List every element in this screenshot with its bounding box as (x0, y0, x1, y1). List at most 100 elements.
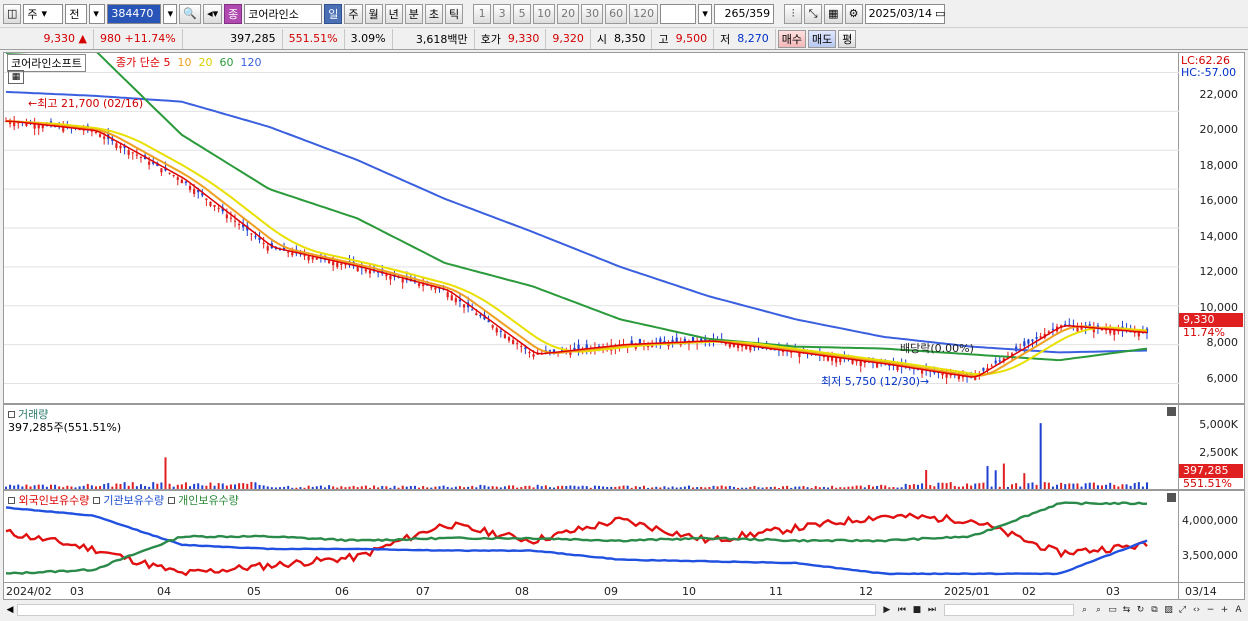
volume-bar (123, 482, 126, 489)
candle-body (781, 350, 785, 353)
volume-bar (409, 486, 412, 489)
rewind-icon[interactable]: ⏮ (897, 605, 906, 615)
volume-bar (450, 487, 453, 489)
volume-bar (843, 487, 846, 489)
volume-bar (303, 487, 306, 489)
interval-30[interactable]: 30 (581, 3, 604, 24)
volume-bar (933, 486, 936, 489)
volume-bar (180, 484, 183, 489)
scrollbar-track[interactable] (16, 604, 877, 616)
volume-bar (896, 487, 899, 489)
play-icon[interactable]: ▶ (883, 605, 891, 615)
period-month[interactable]: 월 (364, 3, 383, 24)
y-tick: 22,000 (1199, 88, 1239, 101)
period-day[interactable]: 일 (324, 3, 343, 24)
stop-icon[interactable]: ■ (912, 605, 922, 615)
candle-body (863, 361, 866, 363)
volume-bar (495, 486, 498, 489)
chart-list-icon[interactable]: ▦ (824, 3, 843, 24)
refresh-icon[interactable]: ↻ (1136, 605, 1145, 615)
minus-icon[interactable]: − (1206, 605, 1215, 615)
fit-icon[interactable]: ⤢ (1178, 605, 1187, 615)
copy-icon[interactable]: ⧉ (1151, 605, 1158, 615)
volume-bar (524, 485, 527, 489)
volume-panel[interactable]: 거래량 397,285주(551.51%) (3, 404, 1179, 490)
image-icon[interactable]: ▨ (1164, 605, 1173, 615)
sound-icon[interactable]: ◂▾ (203, 3, 223, 24)
volume-bar (442, 485, 445, 489)
interval-1[interactable]: 1 (473, 3, 492, 24)
period-week[interactable]: 주 (344, 3, 363, 24)
calendar-icon[interactable]: ▭ (934, 7, 946, 20)
window-icon[interactable]: ◫ (3, 3, 22, 24)
volume-bar (29, 486, 32, 489)
period-tick[interactable]: 틱 (445, 3, 464, 24)
market-select[interactable]: 주 ▾ (23, 3, 64, 24)
volume-bar (352, 485, 355, 489)
interval-10[interactable]: 10 (533, 3, 556, 24)
volume-bar (393, 485, 396, 489)
holdings-panel[interactable]: 외국인보유수량 기관보유수량 개인보유수량 (3, 490, 1179, 583)
scroll-left-icon[interactable]: ◀ (6, 605, 14, 615)
chart-icon[interactable]: ▭ (1108, 605, 1117, 615)
volume-bar (602, 486, 605, 489)
buy-button[interactable]: 매수 (777, 29, 806, 48)
auto-scale-icon[interactable]: A (1235, 605, 1242, 615)
interval-5[interactable]: 5 (513, 3, 532, 24)
prev-toggle[interactable]: 전 (65, 3, 88, 24)
date-input[interactable]: 2025/03/14 ▭ (864, 3, 946, 24)
candle-body (233, 220, 237, 222)
fast-forward-icon[interactable]: ⏭ (927, 605, 936, 615)
volume-bar (638, 486, 641, 489)
avg-button[interactable]: 평 (838, 29, 857, 48)
code-dropdown-icon[interactable]: ▾ (163, 3, 178, 24)
custom-interval-input[interactable] (660, 3, 697, 24)
interval-20[interactable]: 20 (557, 3, 580, 24)
ma-legend[interactable]: 종가 단순 5 10 20 60 120 (116, 54, 261, 70)
volume-bar (561, 485, 564, 489)
right-arrow-icon: → (920, 375, 930, 388)
compare-icon[interactable]: ⇆ (1122, 605, 1131, 615)
search-icon[interactable]: 🔍 (179, 3, 202, 24)
volume-bar (839, 487, 842, 489)
volume-bar (37, 484, 40, 489)
volume-bar (925, 470, 928, 489)
volume-bar (41, 484, 44, 489)
amount-value: 3,618백만 (393, 28, 475, 49)
interval-3[interactable]: 3 (493, 3, 512, 24)
volume-bar (454, 486, 457, 489)
candle-body (176, 177, 179, 180)
period-minute[interactable]: 분 (404, 3, 423, 24)
settings-gear-icon[interactable]: ⚙ (844, 3, 863, 24)
volume-bar (332, 486, 335, 489)
dropdown-icon[interactable]: ▾ (89, 3, 106, 24)
draw-tool-icon[interactable]: ⤡ (804, 3, 823, 24)
candle-body (822, 356, 826, 358)
price-chart-panel[interactable]: 코어라인소프트 종가 단순 5 10 20 60 120 ▦ ←최고 21,70… (3, 52, 1180, 404)
zoom-in-icon[interactable]: ⌕ (1081, 605, 1087, 615)
volume-bar (904, 483, 907, 489)
candle-body (201, 193, 204, 196)
zoom-out-icon[interactable]: ⌕ (1095, 605, 1101, 615)
candle-type-icon[interactable]: ⫶ (784, 3, 803, 24)
interval-120[interactable]: 120 (629, 3, 659, 24)
candle-body (573, 347, 576, 350)
volume-bar (1084, 483, 1087, 489)
volume-bar (835, 487, 838, 489)
grid-toggle-icon[interactable]: ▦ (8, 70, 24, 84)
interval-60[interactable]: 60 (605, 3, 628, 24)
plus-icon[interactable]: + (1220, 605, 1229, 615)
close-panel-icon[interactable] (1167, 493, 1176, 502)
zoom-track[interactable] (944, 604, 1074, 616)
period-year[interactable]: 년 (384, 3, 403, 24)
interval-dropdown-icon[interactable]: ▾ (698, 3, 713, 24)
y-tick: 16,000 (1199, 194, 1239, 207)
volume-bar (618, 486, 621, 489)
close-panel-icon[interactable] (1167, 407, 1176, 416)
period-second[interactable]: 초 (424, 3, 444, 24)
stock-code-input[interactable]: 384470 (107, 3, 162, 24)
stock-name-label[interactable]: 코어라인소프트 (7, 54, 86, 72)
shrink-icon[interactable]: ‹› (1192, 605, 1201, 615)
sell-button[interactable]: 매도 (807, 29, 837, 48)
low-note-text: 최저 5,750 (12/30) (821, 375, 921, 388)
